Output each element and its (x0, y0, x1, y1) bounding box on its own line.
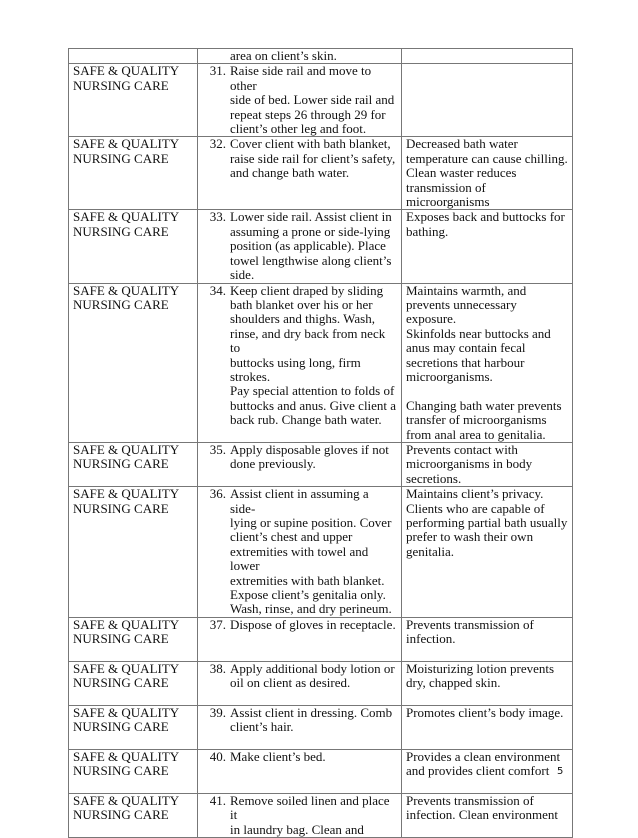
category-cell: SAFE & QUALITY NURSING CARE (68, 282, 198, 443)
category-cell: SAFE & QUALITY NURSING CARE (68, 486, 198, 618)
step-number: 31. (209, 63, 226, 79)
table-row: SAFE & QUALITY NURSING CARE 39. Assist cl… (68, 704, 573, 750)
rationale-cell: Prevents transmission of infection. (401, 616, 573, 662)
step-number: 41. (209, 793, 226, 808)
category-cell (68, 47, 198, 65)
step-text: Assist client in dressing. Comb client’s… (230, 705, 393, 735)
table-row: SAFE & QUALITY NURSING CARE 31. Raise sid… (68, 63, 573, 138)
rationale-cell (401, 63, 573, 138)
step-number (203, 50, 230, 63)
step-text: Make client’s bed. (230, 749, 326, 764)
rationale-cell: Moisturizing lotion prevents dry, chappe… (401, 660, 573, 706)
step-number: 38. (209, 661, 226, 676)
table-row: SAFE & QUALITY NURSING CARE 40. Make clie… (68, 748, 573, 794)
step-text: Cover client with bath blanket, raise si… (230, 136, 396, 181)
step-text: Raise side rail and move to other side o… (230, 63, 395, 137)
step-cell: 38. Apply additional body lotion or oil o… (197, 660, 402, 706)
category-cell: SAFE & QUALITY NURSING CARE (68, 209, 198, 284)
category-cell: SAFE & QUALITY NURSING CARE (68, 748, 198, 794)
step-cell: 33. Lower side rail. Assist client in ass… (197, 209, 402, 284)
procedure-table: area on client’s skin. SAFE & QUALITY NU… (68, 47, 573, 838)
category-cell: SAFE & QUALITY NURSING CARE (68, 660, 198, 706)
table-row: SAFE & QUALITY NURSING CARE 37. Dispose o… (68, 616, 573, 662)
category-cell: SAFE & QUALITY NURSING CARE (68, 136, 198, 211)
step-text: Apply additional body lotion or oil on c… (230, 661, 395, 691)
step-cell: 31. Raise side rail and move to other sid… (197, 63, 402, 138)
step-cell: area on client’s skin. (197, 47, 402, 65)
table-row: area on client’s skin. (68, 47, 573, 65)
step-number: 36. (209, 486, 226, 502)
rationale-cell: Promotes client’s body image. (401, 704, 573, 750)
table-row: SAFE & QUALITY NURSING CARE 35. Apply dis… (68, 441, 573, 488)
category-cell: SAFE & QUALITY NURSING CARE (68, 616, 198, 662)
step-text: Remove soiled linen and place it in laun… (230, 793, 390, 837)
table-row: SAFE & QUALITY NURSING CARE 32. Cover cli… (68, 136, 573, 211)
rationale-cell: Prevents transmission of infection. Clea… (401, 792, 573, 838)
step-number: 37. (209, 617, 226, 632)
step-number: 39. (209, 705, 226, 720)
table-row: SAFE & QUALITY NURSING CARE 38. Apply add… (68, 660, 573, 706)
step-cell: 37. Dispose of gloves in receptacle. (197, 616, 402, 662)
category-cell: SAFE & QUALITY NURSING CARE (68, 441, 198, 488)
table-row: SAFE & QUALITY NURSING CARE 34. Keep clie… (68, 282, 573, 443)
rationale-cell: Decreased bath water temperature can cau… (401, 136, 573, 211)
rationale-cell (401, 47, 573, 65)
table-row: SAFE & QUALITY NURSING CARE 41. Remove so… (68, 792, 573, 838)
rationale-cell: Prevents contact with microorganisms in … (401, 441, 573, 488)
page-number: 5 (557, 766, 564, 777)
step-text: Keep client draped by sliding bath blank… (230, 283, 397, 428)
category-cell: SAFE & QUALITY NURSING CARE (68, 704, 198, 750)
category-cell: SAFE & QUALITY NURSING CARE (68, 792, 198, 838)
table-row: SAFE & QUALITY NURSING CARE 33. Lower sid… (68, 209, 573, 284)
step-text: Apply disposable gloves if not done prev… (230, 442, 389, 472)
step-cell: 40. Make client’s bed. (197, 748, 402, 794)
step-cell: 36. Assist client in assuming a side- lyi… (197, 486, 402, 618)
step-number: 40. (209, 749, 226, 764)
step-text: Assist client in assuming a side- lying … (230, 486, 392, 617)
step-number: 32. (209, 136, 226, 152)
step-number: 33. (209, 209, 226, 225)
step-cell: 32. Cover client with bath blanket, raise… (197, 136, 402, 211)
step-cell: 41. Remove soiled linen and place it in l… (197, 792, 402, 838)
step-cell: 35. Apply disposable gloves if not done p… (197, 441, 402, 488)
step-number: 34. (209, 283, 226, 298)
step-cell: 34. Keep client draped by sliding bath bl… (197, 282, 402, 443)
rationale-cell: Provides a clean environment and provide… (401, 748, 573, 794)
rationale-cell: Maintains warmth, and prevents unnecessa… (401, 282, 573, 443)
table-row: SAFE & QUALITY NURSING CARE 36. Assist cl… (68, 486, 573, 618)
step-text: area on client’s skin. (230, 48, 337, 63)
step-cell: 39. Assist client in dressing. Comb clien… (197, 704, 402, 750)
rationale-cell: Maintains client’s privacy. Clients who … (401, 486, 573, 618)
category-cell: SAFE & QUALITY NURSING CARE (68, 63, 198, 138)
step-text: Dispose of gloves in receptacle. (230, 617, 396, 632)
step-number: 35. (209, 442, 226, 457)
rationale-cell: Exposes back and buttocks for bathing. (401, 209, 573, 284)
step-text: Lower side rail. Assist client in assumi… (230, 209, 392, 283)
